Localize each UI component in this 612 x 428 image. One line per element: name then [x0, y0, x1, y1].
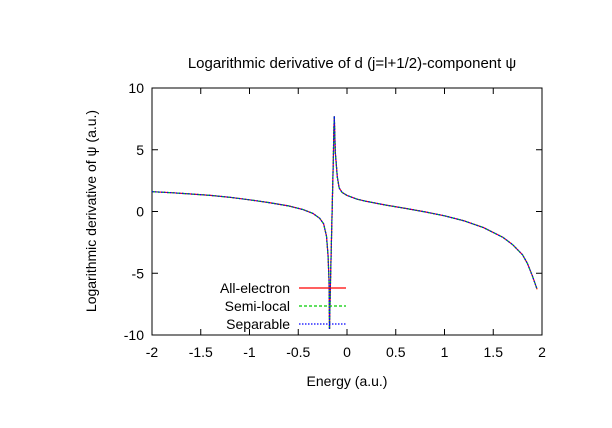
y-tick-label: -10 — [124, 327, 144, 343]
x-tick-label: 0.5 — [386, 344, 406, 360]
x-tick-label: 2 — [538, 344, 546, 360]
y-tick-label: -5 — [132, 265, 145, 281]
series-line — [333, 116, 538, 290]
y-tick-label: 0 — [136, 204, 144, 220]
x-axis-label: Energy (a.u.) — [307, 373, 388, 389]
series-line — [151, 191, 331, 329]
series-line — [328, 116, 335, 329]
x-tick-label: -2 — [146, 344, 159, 360]
series-line — [333, 116, 538, 290]
x-tick-label: 1.5 — [484, 344, 504, 360]
x-tick-label: -1 — [243, 344, 256, 360]
chart-title: Logarithmic derivative of d (j=l+1/2)-co… — [188, 55, 516, 72]
series-lines — [151, 116, 538, 329]
x-tick-label: 0 — [343, 344, 351, 360]
legend-label: Semi-local — [225, 298, 290, 314]
legend: All-electron Semi-local Separable — [220, 280, 346, 332]
x-tick-label: 1 — [441, 344, 449, 360]
y-tick-label: 5 — [136, 142, 144, 158]
y-axis-label: Logarithmic derivative of ψ (a.u.) — [83, 110, 99, 312]
legend-label: All-electron — [220, 280, 290, 296]
series-line — [151, 191, 331, 329]
plot-frame — [151, 87, 543, 336]
series-line — [333, 116, 538, 290]
x-axis: -2 -1.5 -1 -0.5 0 0.5 1 1.5 2 — [146, 88, 546, 360]
y-axis: -10 -5 0 5 10 — [124, 80, 542, 343]
y-tick-label: 10 — [128, 80, 144, 96]
series-line — [328, 116, 335, 329]
x-tick-label: -0.5 — [286, 344, 310, 360]
legend-label: Separable — [226, 316, 290, 332]
x-tick-label: -1.5 — [189, 344, 213, 360]
